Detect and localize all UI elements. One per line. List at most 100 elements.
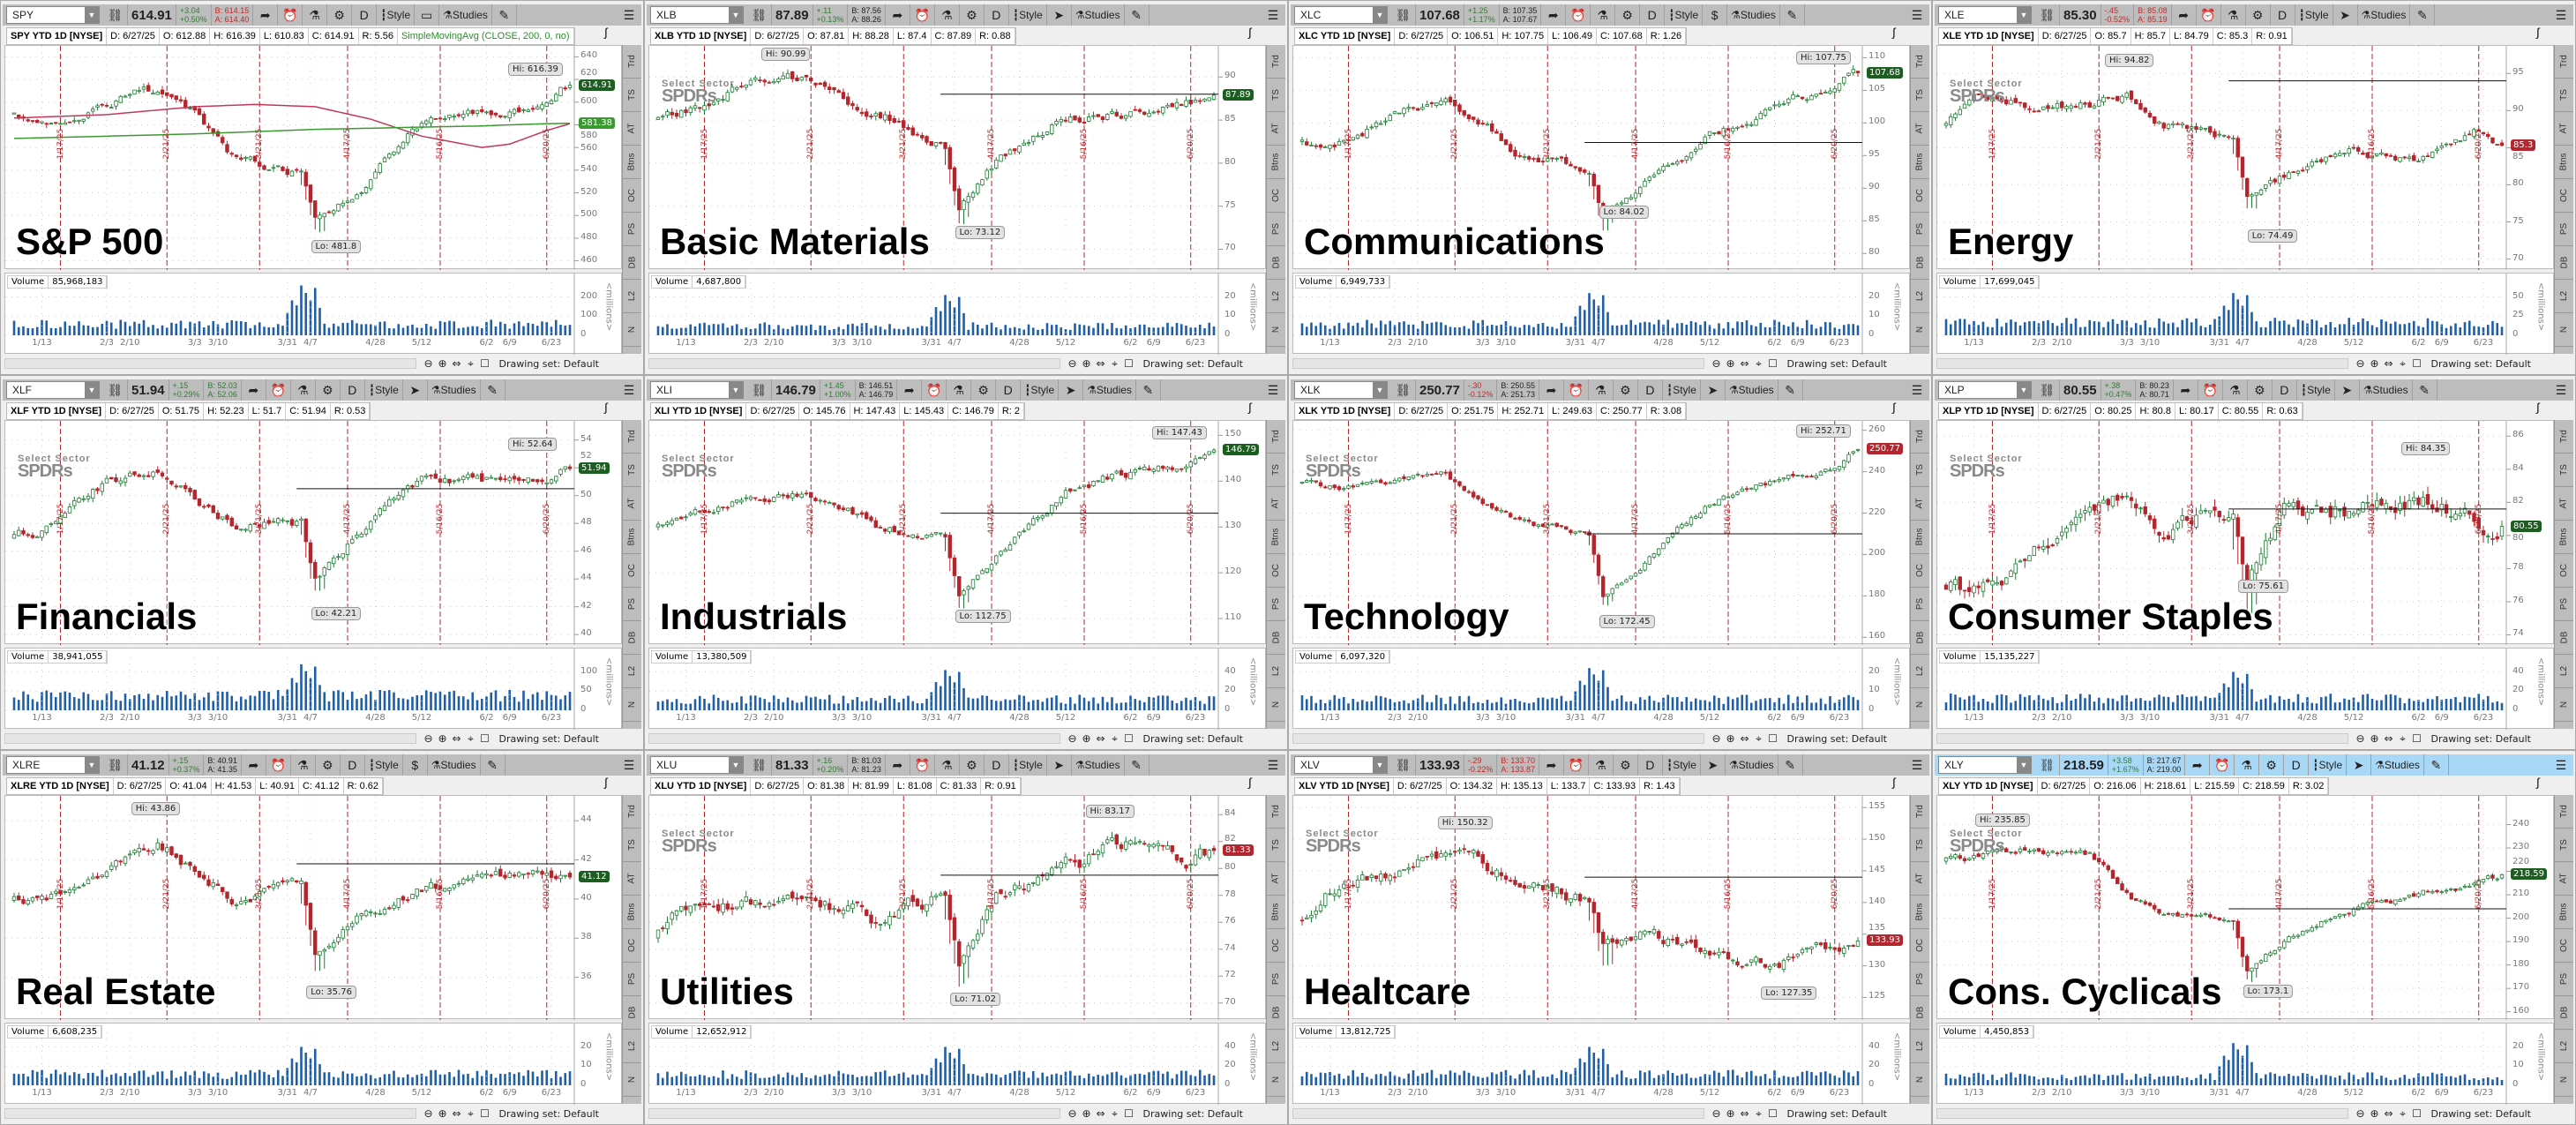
crosshair-icon[interactable]: ⌖ xyxy=(468,731,474,745)
side-tab-ts[interactable]: TS xyxy=(1267,79,1285,112)
symbol-value[interactable]: XLI xyxy=(656,384,673,396)
side-tab-db[interactable]: DB xyxy=(1267,246,1285,280)
pan-icon[interactable]: ⇔ xyxy=(1096,732,1105,745)
drawing-icon[interactable]: ✎ xyxy=(481,379,505,401)
side-tab-ps[interactable]: PS xyxy=(2555,213,2573,246)
link-icon[interactable]: ⛓ xyxy=(2035,379,2060,401)
side-tab-trd[interactable]: Trd xyxy=(1267,420,1285,454)
pan-icon[interactable]: ⇔ xyxy=(1096,357,1105,370)
cursor-icon[interactable]: ▭ xyxy=(415,4,440,26)
alert-icon[interactable]: ⏰ xyxy=(2198,379,2223,401)
side-tab-n[interactable]: N xyxy=(2555,313,2573,347)
symbol-value[interactable]: XLK xyxy=(1300,384,1321,396)
side-tab-oc[interactable]: OC xyxy=(1911,554,1929,588)
cursor-icon[interactable]: ➤ xyxy=(1701,379,1726,401)
horizontal-scrollbar[interactable] xyxy=(4,733,416,744)
drawing-icon[interactable]: ✎ xyxy=(1778,379,1803,401)
side-tab-ts[interactable]: TS xyxy=(2555,454,2573,487)
horizontal-scrollbar[interactable] xyxy=(1292,358,1704,369)
gear-icon[interactable]: ⚙ xyxy=(2248,379,2273,401)
studies-button[interactable]: ⚗ Studies xyxy=(1072,4,1125,26)
side-tab-at[interactable]: AT xyxy=(1267,112,1285,146)
style-button[interactable]: ┇ Style xyxy=(1663,379,1701,401)
drawing-set-selector[interactable]: Drawing set: Default xyxy=(498,732,599,745)
side-tab-oc[interactable]: OC xyxy=(1267,554,1285,588)
side-tab-db[interactable]: DB xyxy=(623,621,641,655)
side-tab-btns[interactable]: Btns xyxy=(1911,146,1929,179)
flask-icon[interactable]: ⚗ xyxy=(935,4,960,26)
drawing-icon[interactable]: ✎ xyxy=(1780,4,1805,26)
share-icon[interactable]: ➦ xyxy=(1541,4,1567,26)
side-tab-l2[interactable]: L2 xyxy=(1911,655,1929,688)
price-chart[interactable]: 260 240 220 200 180 160 1/17/25 2/21/25 3/21/25 4… xyxy=(1292,420,1910,645)
side-tab-ps[interactable]: PS xyxy=(1911,588,1929,621)
side-tab-btns[interactable]: Btns xyxy=(1267,521,1285,554)
side-tab-btns[interactable]: Btns xyxy=(623,521,641,554)
chevron-down-icon[interactable]: ▼ xyxy=(85,382,99,398)
chevron-down-icon[interactable]: ▼ xyxy=(1373,382,1387,398)
share-icon[interactable]: ➦ xyxy=(897,379,923,401)
crosshair-icon[interactable]: ⌖ xyxy=(1112,356,1118,370)
price-chart[interactable]: 86 84 82 80 78 76 74 1/17/25 2/21/25 3/21/25 4/17/… xyxy=(1936,420,2554,645)
menu-icon[interactable]: ☰ xyxy=(2555,7,2567,22)
symbol-input[interactable]: SPY ▼ xyxy=(6,6,100,24)
side-tab-trd[interactable]: Trd xyxy=(623,45,641,79)
zoom-out-icon[interactable]: ⊖ xyxy=(1711,732,1721,745)
link-icon[interactable]: ⛓ xyxy=(103,379,128,401)
pan-icon[interactable]: ⇔ xyxy=(452,357,461,370)
studies-button[interactable]: ⚗ Studies xyxy=(2358,4,2411,26)
symbol-value[interactable]: SPY xyxy=(12,9,34,21)
cursor-icon[interactable]: ➤ xyxy=(2333,4,2358,26)
side-tab-n[interactable]: N xyxy=(1911,688,1929,722)
side-tab-oc[interactable]: OC xyxy=(1911,179,1929,213)
studies-button[interactable]: ⚗ Studies xyxy=(1083,379,1136,401)
symbol-value[interactable]: XLB xyxy=(656,9,677,21)
alert-icon[interactable]: ⏰ xyxy=(278,4,303,26)
side-tab-ts[interactable]: TS xyxy=(1911,79,1929,112)
symbol-value[interactable]: XLF xyxy=(12,384,33,396)
link-icon[interactable]: ⛓ xyxy=(2035,4,2060,26)
price-chart[interactable]: 150 140 130 120 110 1/17/25 2/21/25 3/21/25 4/17… xyxy=(648,420,1266,645)
cursor-icon[interactable]: ➤ xyxy=(2335,379,2360,401)
drawing-icon[interactable]: ✎ xyxy=(1136,379,1161,401)
side-tab-trd[interactable]: Trd xyxy=(2555,45,2573,79)
aggregation-button[interactable]: D xyxy=(1640,4,1666,26)
side-tab-ps[interactable]: PS xyxy=(1911,213,1929,246)
symbol-value[interactable]: XLP xyxy=(1944,384,1965,396)
side-tab-btns[interactable]: Btns xyxy=(1267,146,1285,179)
gear-icon[interactable]: ⚙ xyxy=(971,379,997,401)
menu-icon[interactable]: ☰ xyxy=(2555,382,2567,397)
side-tab-at[interactable]: AT xyxy=(1911,112,1929,146)
share-icon[interactable]: ➦ xyxy=(886,4,910,26)
link-icon[interactable]: ⛓ xyxy=(1391,379,1416,401)
side-tab-n[interactable]: N xyxy=(623,313,641,347)
zoom-in-icon[interactable]: ⊕ xyxy=(438,357,447,370)
aggregation-button[interactable]: D xyxy=(2273,379,2297,401)
drawing-tool-icon[interactable]: ☐ xyxy=(480,357,490,370)
chevron-down-icon[interactable]: ▼ xyxy=(729,7,743,23)
cursor-icon[interactable]: ➤ xyxy=(1047,4,1072,26)
side-tab-l2[interactable]: L2 xyxy=(1911,280,1929,313)
flask-icon[interactable]: ⚗ xyxy=(1589,379,1614,401)
chevron-down-icon[interactable]: ▼ xyxy=(2017,382,2031,398)
gear-icon[interactable]: ⚙ xyxy=(1615,4,1641,26)
side-tab-l2[interactable]: L2 xyxy=(1267,655,1285,688)
side-tab-db[interactable]: DB xyxy=(1911,621,1929,655)
side-tab-n[interactable]: N xyxy=(623,688,641,722)
horizontal-scrollbar[interactable] xyxy=(1936,358,2348,369)
zoom-out-icon[interactable]: ⊖ xyxy=(1711,357,1721,370)
price-chart[interactable]: 640 620 600 580 560 540 520 500 480 460 1/17/25 2/2… xyxy=(4,45,622,270)
side-tab-at[interactable]: AT xyxy=(623,487,641,521)
side-tab-btns[interactable]: Btns xyxy=(623,146,641,179)
gear-icon[interactable]: ⚙ xyxy=(960,4,985,26)
side-tab-at[interactable]: AT xyxy=(623,112,641,146)
price-chart[interactable]: 95 90 85 80 75 70 1/17/25 2/21/25 3/21/25 4/17/25… xyxy=(1936,45,2554,270)
zoom-out-icon[interactable]: ⊖ xyxy=(2355,357,2365,370)
pan-icon[interactable]: ⇔ xyxy=(1740,732,1749,745)
side-tab-db[interactable]: DB xyxy=(1911,246,1929,280)
study-label[interactable]: SimpleMovingAvg (CLOSE, 200, 0, no) xyxy=(398,28,574,44)
style-button[interactable]: ┇ Style xyxy=(1009,4,1047,26)
chevron-down-icon[interactable]: ▼ xyxy=(2017,7,2031,23)
side-tab-btns[interactable]: Btns xyxy=(2555,146,2573,179)
menu-icon[interactable]: ☰ xyxy=(623,382,635,397)
